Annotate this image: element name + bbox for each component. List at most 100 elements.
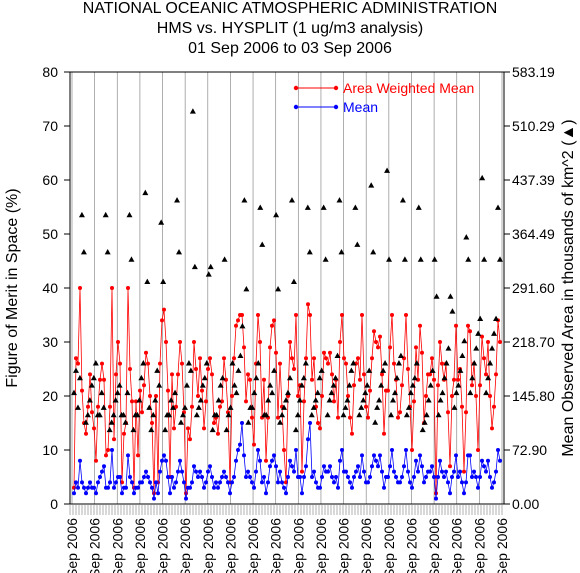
data-point — [108, 480, 112, 485]
observed-area-point — [407, 389, 414, 396]
data-point — [306, 437, 310, 442]
data-point — [458, 469, 462, 474]
observed-area-point — [233, 389, 240, 396]
data-point — [320, 475, 324, 479]
data-point — [100, 361, 104, 366]
data-point — [392, 469, 396, 474]
data-point — [486, 340, 490, 344]
data-point — [378, 334, 382, 339]
data-point — [316, 421, 320, 425]
data-point — [250, 415, 254, 420]
data-point — [136, 453, 140, 458]
data-point — [410, 448, 414, 452]
observed-area-point — [197, 397, 204, 403]
data-point — [372, 329, 376, 334]
x-tick-label: Sep 2006 — [155, 518, 171, 573]
left-y-tick-label: 70 — [42, 118, 58, 134]
data-point — [198, 469, 202, 474]
data-point — [488, 475, 492, 479]
data-point — [206, 469, 210, 474]
data-point — [382, 431, 386, 436]
data-point — [190, 480, 194, 485]
observed-area-point — [88, 382, 95, 388]
data-point — [174, 480, 178, 485]
observed-area-point — [227, 404, 234, 410]
observed-area-point — [134, 411, 141, 418]
observed-area-point — [366, 367, 373, 373]
data-point — [130, 480, 134, 485]
data-point — [258, 340, 262, 344]
data-point — [370, 464, 374, 469]
observed-area-point — [413, 360, 420, 366]
observed-area-point — [76, 374, 83, 381]
legend-label-mean: Mean — [343, 99, 378, 115]
data-point — [274, 464, 278, 469]
data-point — [192, 340, 196, 344]
data-point — [376, 345, 380, 350]
observed-area-point — [435, 411, 442, 418]
data-point — [190, 404, 194, 409]
data-point — [456, 475, 460, 479]
data-point — [388, 345, 392, 350]
data-point — [304, 464, 308, 469]
observed-area-point — [267, 382, 274, 388]
observed-area-point — [263, 411, 270, 418]
observed-area-point — [279, 411, 286, 418]
observed-area-point — [138, 374, 145, 381]
observed-area-point — [459, 352, 466, 359]
data-point — [262, 475, 266, 479]
data-point — [176, 469, 180, 474]
observed-area-point — [187, 367, 194, 373]
data-point — [264, 491, 268, 496]
data-point — [282, 485, 286, 490]
data-point — [322, 350, 326, 355]
data-point — [262, 377, 266, 382]
data-point — [248, 377, 252, 382]
chart-title-line-2: HMS vs. HYSPLIT (1 ug/m3 analysis) — [157, 20, 423, 37]
data-point — [226, 480, 230, 485]
data-point — [494, 469, 498, 474]
data-point — [476, 448, 480, 452]
data-point — [124, 485, 128, 490]
data-point — [484, 469, 488, 474]
observed-area-point — [271, 367, 278, 373]
data-point — [74, 480, 78, 485]
observed-area-point — [108, 419, 115, 425]
data-point — [344, 361, 348, 366]
observed-area-point — [322, 256, 329, 262]
data-point — [290, 464, 294, 469]
observed-area-point — [483, 389, 490, 396]
observed-area-point — [338, 248, 345, 255]
data-point — [380, 469, 384, 474]
observed-area-point — [380, 367, 387, 373]
data-point — [216, 431, 220, 436]
observed-area-point — [281, 404, 288, 410]
observed-area-point — [455, 382, 462, 388]
data-point — [178, 340, 182, 344]
observed-area-point — [399, 197, 406, 203]
observed-area-point — [130, 426, 137, 433]
observed-area-point — [225, 411, 232, 418]
data-point — [374, 458, 378, 463]
data-point — [484, 372, 488, 377]
observed-area-point — [195, 404, 202, 410]
data-point — [416, 377, 420, 382]
data-point — [84, 491, 88, 496]
observed-area-point — [419, 426, 426, 433]
observed-area-point — [150, 411, 157, 418]
data-point — [94, 491, 98, 496]
observed-area-point — [136, 397, 143, 403]
x-axis: Sep 2006 Sep 2006 Sep 2006 Sep 2006 Sep 2006… — [64, 518, 510, 573]
data-point — [440, 469, 444, 474]
data-point — [248, 475, 252, 479]
data-point — [472, 469, 476, 474]
data-point — [176, 372, 180, 377]
observed-area-point — [239, 323, 246, 329]
data-point — [212, 421, 216, 425]
data-point — [390, 313, 394, 317]
data-point — [84, 431, 88, 436]
observed-area-point — [340, 411, 347, 418]
data-point — [424, 475, 428, 479]
data-point — [430, 356, 434, 361]
observed-area-point — [485, 374, 492, 381]
